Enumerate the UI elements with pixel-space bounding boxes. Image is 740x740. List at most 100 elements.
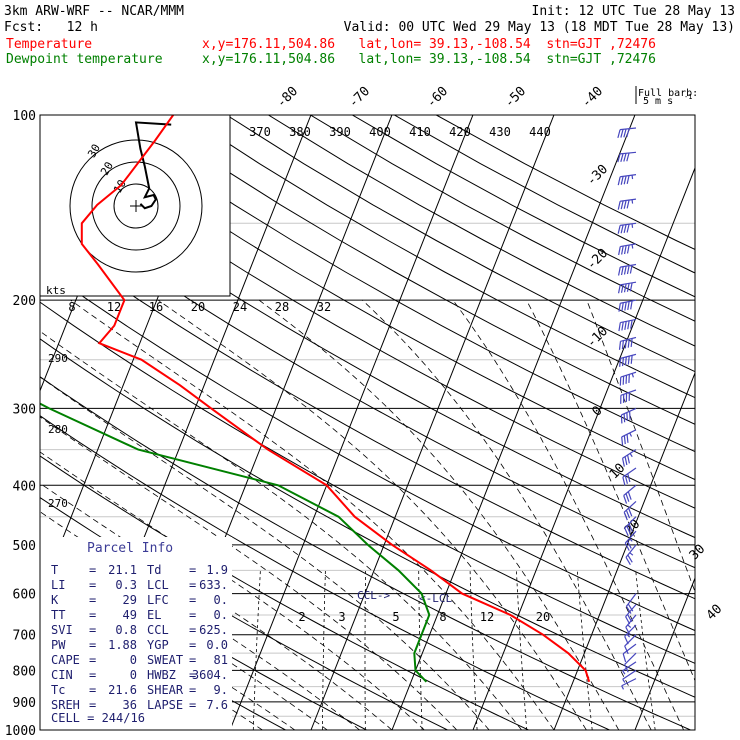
dry-adiabat (268, 115, 695, 347)
parcel-equals: = (89, 668, 96, 682)
plot-frame (39, 114, 696, 731)
parcel-key: CIN (51, 668, 73, 682)
wind-barb (617, 281, 637, 294)
parcel-level-annotation: CCL-> (357, 589, 390, 602)
mixing-ratio-line (576, 570, 593, 730)
moist-adiabat (526, 299, 695, 682)
hodograph-ring (69, 139, 203, 273)
wind-barb (625, 544, 637, 566)
parcel-key: LFC (147, 593, 169, 607)
wind-barb-flag (623, 245, 627, 255)
wind-barb-flag (623, 413, 626, 423)
wind-barb-flag (630, 338, 633, 347)
wind-barb-flag (623, 265, 627, 275)
parcel-equals: = (89, 683, 96, 697)
parcel-value: 81 (214, 653, 228, 667)
wind-barb (617, 198, 637, 210)
sounding-profiles (40, 115, 591, 683)
parcel-info-row: TT = 49 EL = 0. (51, 608, 228, 622)
parcel-value: 21.6 (108, 683, 137, 697)
mixing-ratio-label: 2 (298, 610, 305, 624)
wind-barb-flag (626, 525, 631, 534)
pressure-tick-label: 500 (13, 539, 36, 554)
wind-barb (620, 389, 637, 404)
parcel-info-row: CAPE = 0 SWEAT = 81 (51, 653, 228, 667)
mixing-ratio-line (322, 570, 326, 730)
hodograph-speed-label: 32 (317, 300, 331, 314)
wind-barb-flag (623, 224, 627, 234)
theta-label: 290 (48, 352, 68, 365)
wind-barb-flag (629, 282, 633, 292)
wind-barb (624, 516, 637, 537)
parcel-key: YGP (147, 638, 169, 652)
parcel-value: 29 (123, 593, 137, 607)
wind-barb-flag (623, 511, 628, 521)
hodograph-speed-label: 20 (191, 300, 205, 314)
dry-adiabat (58, 115, 695, 481)
wind-barb-flag (617, 129, 621, 139)
wind-barb-flag (624, 339, 627, 349)
isotherm-label: -50 (502, 84, 529, 111)
parcel-value: 7.6 (206, 698, 228, 712)
wind-barb-flag (626, 199, 630, 209)
wind-barb (617, 174, 637, 186)
wind-barb (617, 151, 637, 163)
wind-barb-flag (630, 300, 633, 310)
wind-barb-half-flag (631, 244, 634, 249)
wind-barb-flag (627, 491, 632, 500)
parcel-equals: = (89, 698, 96, 712)
isotherm-label: -40 (579, 84, 606, 111)
wind-barb-flag (626, 434, 629, 443)
wind-barb-flag (630, 320, 633, 329)
wind-barb-flag (623, 495, 628, 504)
barb-legend: Full barb: 5 m s -1 (635, 86, 698, 107)
hodograph-speed-label: 8 (68, 300, 75, 314)
theta-e-label: 440 (529, 125, 551, 139)
wind-barb-flag (618, 246, 621, 256)
parcel-key: EL (147, 608, 161, 622)
isotherm (553, 371, 695, 730)
hodograph-speed-label: 28 (275, 300, 289, 314)
isotherm-label: 40 (704, 602, 726, 624)
parcel-value: 21.1 (108, 563, 137, 577)
wind-barb-flag (621, 302, 624, 312)
barb-legend-line-1: Full barb: (638, 88, 698, 99)
mixing-ratio-label: 8 (439, 610, 446, 624)
barb-legend-exponent: -1 (684, 93, 692, 101)
dry-adiabat (40, 131, 695, 509)
wind-barb-flag (627, 339, 630, 348)
parcel-value: 0.0 (206, 638, 228, 652)
parcel-key: LI (51, 578, 65, 592)
hodograph-ring (113, 183, 159, 229)
wind-barb-shaft (624, 624, 637, 637)
pressure-tick-label: 800 (13, 664, 36, 679)
wind-barb-flag (617, 153, 621, 163)
mixing-ratio-line (516, 570, 528, 730)
wind-barb-flag (620, 266, 624, 276)
init-time: Init: 12 UTC Tue 28 May 13 (532, 4, 736, 19)
isotherm (310, 115, 555, 730)
dry-adiabat (40, 164, 695, 539)
wind-barb-flag (623, 283, 627, 293)
pressure-tick-label: 400 (13, 479, 36, 494)
parcel-value: 0 (130, 653, 137, 667)
moist-adiabat (40, 416, 458, 730)
pressure-tick-label: 900 (13, 696, 36, 711)
wind-barb (618, 318, 637, 332)
wind-barb (622, 467, 637, 486)
parcel-key: CCL (147, 623, 169, 637)
parcel-info-row: CIN = 0 HWBZ =3604. (51, 668, 228, 682)
hodograph-speed-label: 12 (107, 300, 121, 314)
dewpoint-profile (40, 402, 431, 683)
parcel-equals: = (89, 593, 96, 607)
parcel-info-title: Parcel Info (87, 541, 173, 556)
wind-barb-flag (628, 523, 634, 532)
wind-barb-shaft (621, 678, 637, 687)
moist-adiabat (40, 376, 490, 730)
mixing-ratio-line (252, 570, 261, 730)
parcel-info-row: K = 29 LFC = 0. (51, 593, 228, 607)
parcel-key: SREH (51, 698, 80, 712)
wind-barb-flag (627, 454, 630, 464)
